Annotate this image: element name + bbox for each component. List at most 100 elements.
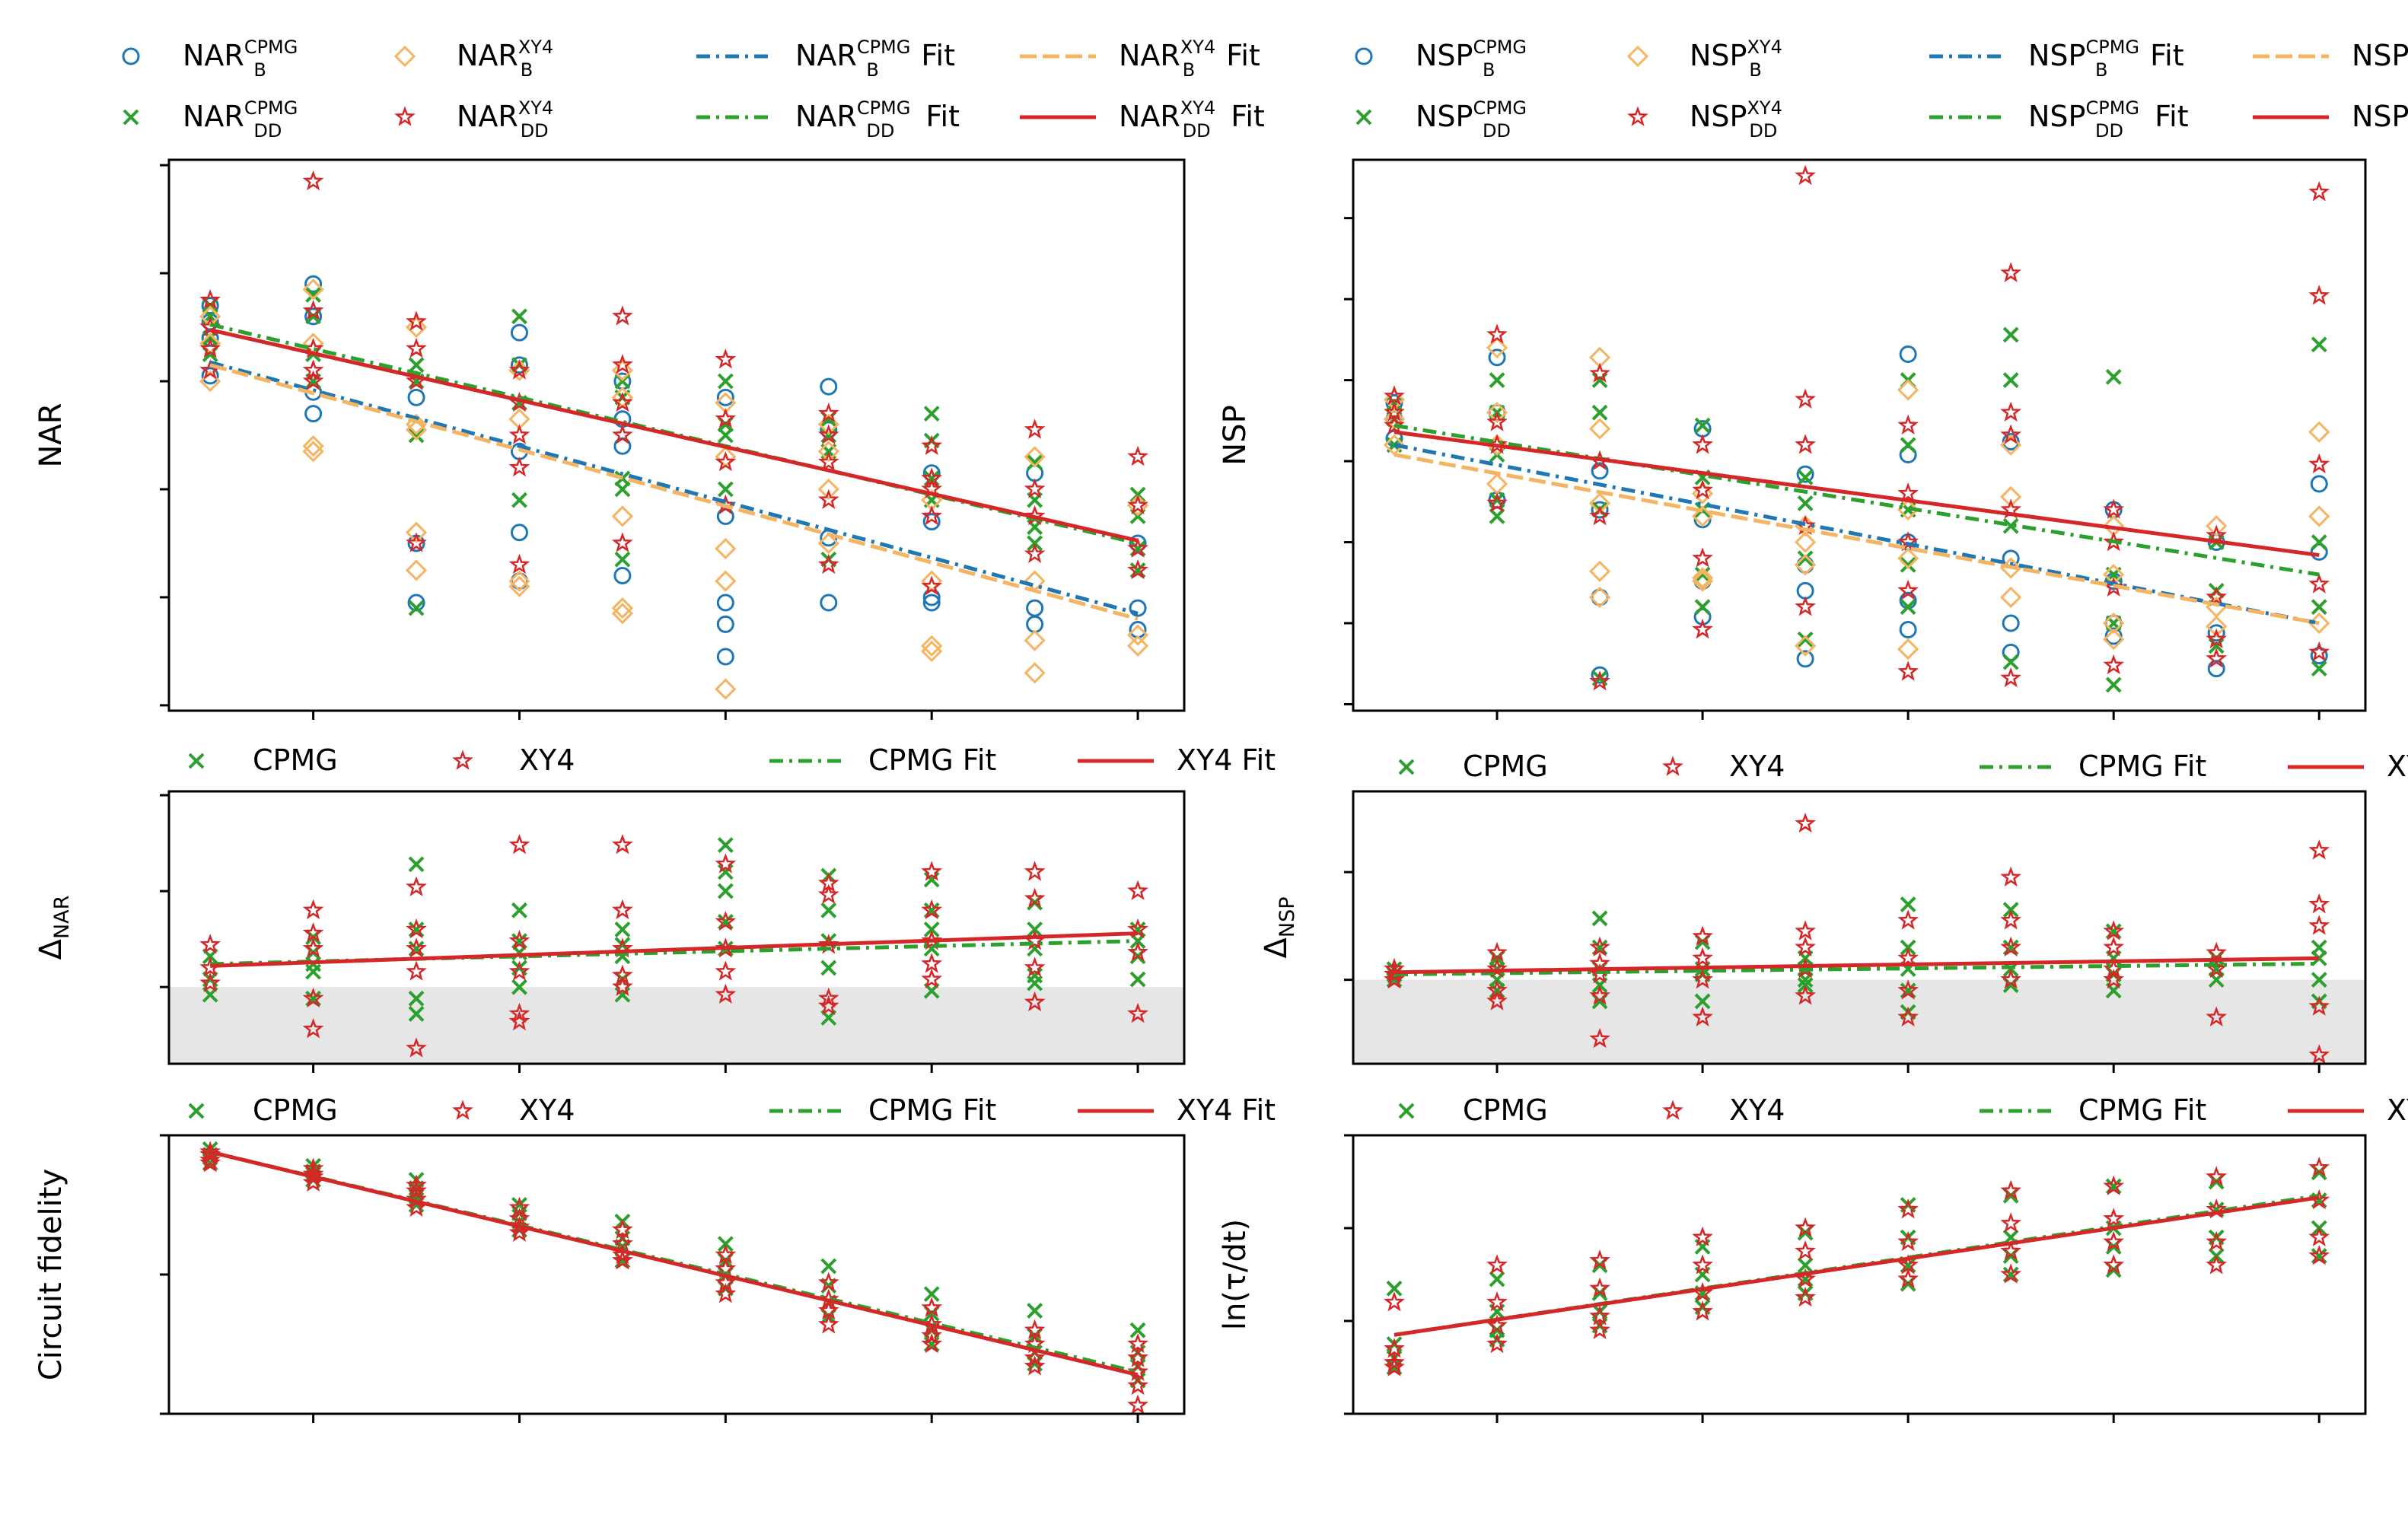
fit-line [209,1150,1139,1377]
data-point [612,532,633,552]
data-point [1897,909,1919,930]
data-point [717,373,734,390]
legend-label-subscript: B [521,59,533,81]
legend-label-text: XY4 Fit [1177,1093,1276,1127]
legend-label: XY4 Fit [1177,1093,1276,1127]
data-point [1127,1374,1148,1396]
data-point [716,594,734,612]
fit-line [209,363,1139,621]
data-point [1024,629,1046,651]
data-point [1024,1347,1046,1367]
legend-marker [1355,109,1372,126]
fit-line [1394,961,2320,977]
data-point [302,435,324,457]
data-point [2308,839,2330,860]
data-point [302,278,324,301]
data-point [1486,411,1508,431]
legend-item-cpmg_fit: CPMG Fit [769,1093,996,1127]
data-point [511,492,527,508]
data-point [2000,262,2022,282]
data-point [1795,812,1816,833]
legend-marker [122,47,140,65]
fit-line [1394,423,2320,577]
y-axis-title: ΔNAR [33,896,74,960]
data-point [1486,941,1508,963]
data-point [201,367,219,385]
y-axis-title: ln(τ/dt) [1218,1219,1253,1330]
data-point [1024,887,1046,908]
data-point [1127,1394,1148,1415]
data-point [2103,612,2125,635]
data-point [2308,573,2330,594]
legend-label-text: XY4 [519,743,575,777]
data-point [2105,368,2122,385]
data-point [817,553,839,574]
axes-frame [1352,790,2367,1065]
data-point [2103,1230,2125,1252]
data-point [715,570,737,592]
data-point [508,960,530,981]
data-point [1486,1314,1508,1335]
data-point [1897,547,1919,569]
data-point [2002,614,2020,632]
series-xy4_fit [1394,1195,2320,1337]
legend-label-base: NSP [1690,100,1747,133]
data-point [923,921,940,937]
legend: CPMG XY4 CPMG Fit XY4 Fit [188,743,1276,777]
legend-marker [123,109,139,126]
legend-label-subscript: B [1183,59,1195,81]
data-point [2311,534,2327,550]
data-point [2000,1179,2022,1201]
legend-label-subscript: B [1749,59,1761,81]
legend-item-nsp_dd_cpmg: NSPCPMG DD [1355,97,1527,142]
data-point [817,424,839,444]
y-axis-title-subscript: NAR [50,896,74,939]
data-point [511,308,527,325]
data-point [2311,660,2327,677]
data-point [1589,936,1610,956]
data-point [2104,627,2123,645]
legend-marker [1662,1100,1683,1120]
data-point [611,603,634,625]
data-point [1897,482,1919,503]
data-point [302,921,324,943]
data-point [1591,666,1609,684]
data-point [716,648,734,666]
data-point [2103,498,2125,519]
data-point [305,287,322,303]
legend-item-nar_b_cpmg_fit: NARCPMG B Fit [696,37,955,81]
data-point [1384,385,1405,406]
data-point [406,532,427,552]
data-point [1589,504,1610,526]
data-point [2308,285,2330,305]
legend-item-nar_dd_cpmg_fit: NARCPMG DD Fit [696,97,960,142]
data-point [817,987,839,1008]
data-point [715,910,737,931]
data-point [304,275,323,293]
data-point [1897,1006,1919,1026]
legend-item-xy4: XY4 [452,743,575,777]
data-point [612,1249,633,1270]
data-point [405,559,428,581]
legend-label: NARCPMG DD [183,97,298,142]
data-point [1024,956,1046,977]
data-point [1691,567,1714,589]
data-point [1024,446,1046,468]
legend-label-base: NSP [2352,100,2408,133]
data-point [2000,401,2022,422]
data-point [612,305,633,326]
axes-frame [167,790,1186,1065]
data-point [1489,492,1505,508]
data-point [2103,1175,2125,1195]
legend-item-nsp_dd_cpmg_fit: NSPCPMG DD Fit [1929,97,2189,142]
legend-label-superscript: CPMG [2085,37,2139,58]
data-point [302,300,324,320]
data-point [1797,1257,1814,1274]
data-point [2000,909,2022,930]
data-point [2308,1044,2330,1065]
data-point [1591,462,1609,480]
data-point [1126,635,1149,657]
legend-marker [1662,756,1683,776]
